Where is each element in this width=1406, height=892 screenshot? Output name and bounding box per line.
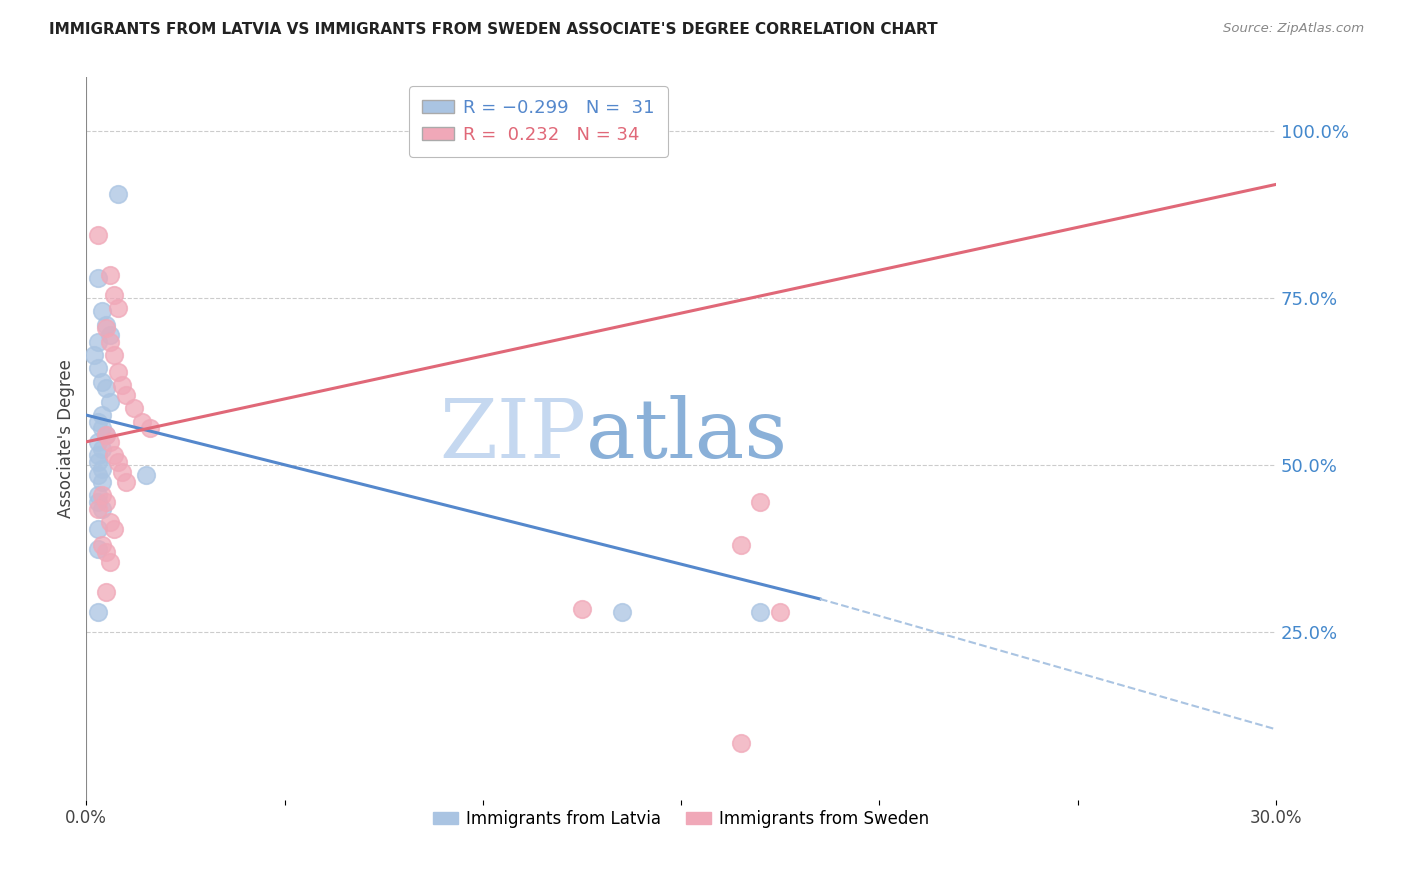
Text: atlas: atlas xyxy=(586,395,789,475)
Point xyxy=(91,538,114,552)
Point xyxy=(87,522,110,536)
Point xyxy=(87,468,110,483)
Point xyxy=(91,375,114,389)
Point xyxy=(111,465,134,479)
Point xyxy=(94,321,117,335)
Point xyxy=(94,545,117,559)
Point xyxy=(131,415,153,429)
Point xyxy=(107,365,129,379)
Point xyxy=(610,605,633,619)
Point xyxy=(91,442,114,456)
Text: ZIP: ZIP xyxy=(439,395,586,475)
Point xyxy=(107,301,129,315)
Point xyxy=(103,287,125,301)
Point xyxy=(730,736,752,750)
Point xyxy=(98,434,121,449)
Point xyxy=(749,495,772,509)
Point xyxy=(769,605,792,619)
Point xyxy=(94,428,117,442)
Point xyxy=(87,455,110,469)
Point xyxy=(98,268,121,282)
Point xyxy=(87,501,110,516)
Point xyxy=(98,327,121,342)
Point xyxy=(87,271,110,285)
Point xyxy=(107,187,129,202)
Point xyxy=(139,421,162,435)
Point xyxy=(87,434,110,449)
Point xyxy=(94,585,117,599)
Point xyxy=(103,448,125,462)
Point xyxy=(94,381,117,395)
Point xyxy=(87,488,110,502)
Point xyxy=(91,501,114,516)
Point xyxy=(87,361,110,376)
Point xyxy=(115,475,138,489)
Point xyxy=(115,388,138,402)
Point xyxy=(122,401,145,416)
Y-axis label: Associate's Degree: Associate's Degree xyxy=(58,359,75,518)
Point xyxy=(91,408,114,422)
Point xyxy=(103,522,125,536)
Point xyxy=(111,378,134,392)
Point xyxy=(730,538,752,552)
Point xyxy=(135,468,157,483)
Point xyxy=(91,461,114,475)
Point xyxy=(103,348,125,362)
Point xyxy=(87,495,110,509)
Point xyxy=(87,227,110,242)
Point xyxy=(571,602,593,616)
Point xyxy=(749,605,772,619)
Point xyxy=(91,475,114,489)
Point xyxy=(83,348,105,362)
Point xyxy=(94,495,117,509)
Point xyxy=(91,421,114,435)
Point xyxy=(87,334,110,349)
Point xyxy=(87,415,110,429)
Point xyxy=(91,304,114,318)
Point xyxy=(94,318,117,332)
Point xyxy=(94,428,117,442)
Point xyxy=(98,555,121,569)
Point xyxy=(98,334,121,349)
Point xyxy=(98,515,121,529)
Text: IMMIGRANTS FROM LATVIA VS IMMIGRANTS FROM SWEDEN ASSOCIATE'S DEGREE CORRELATION : IMMIGRANTS FROM LATVIA VS IMMIGRANTS FRO… xyxy=(49,22,938,37)
Legend: Immigrants from Latvia, Immigrants from Sweden: Immigrants from Latvia, Immigrants from … xyxy=(426,803,936,835)
Point xyxy=(87,605,110,619)
Point xyxy=(107,455,129,469)
Point xyxy=(87,541,110,556)
Text: Source: ZipAtlas.com: Source: ZipAtlas.com xyxy=(1223,22,1364,36)
Point xyxy=(98,394,121,409)
Point xyxy=(87,448,110,462)
Point xyxy=(91,488,114,502)
